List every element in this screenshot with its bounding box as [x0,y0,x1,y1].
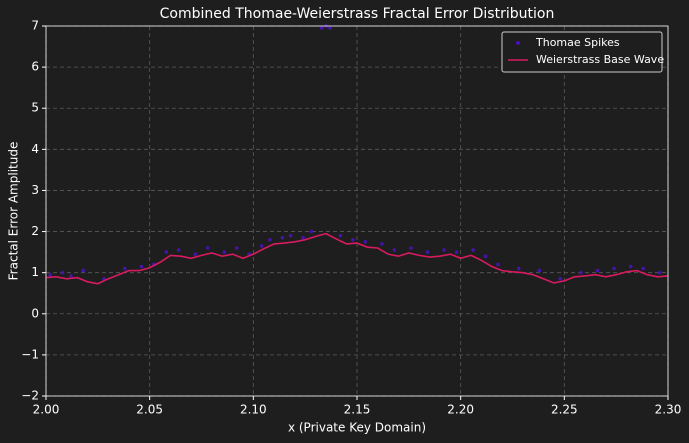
legend-box [501,31,663,73]
scatter-point [595,268,600,273]
scatter-point [351,237,355,242]
y-tick-label: 3 [31,183,39,197]
scatter-point [234,246,239,250]
scatter-point [69,274,73,278]
scatter-point [579,270,583,275]
scatter-point [268,237,272,242]
scatter-point [48,272,52,277]
scatter-point [628,264,633,269]
scatter-point [193,252,198,256]
scatter-point [537,268,542,273]
scatter-point [641,266,645,271]
scatter-point [301,235,305,240]
y-axis-label: Fractal Error Amplitude [7,142,21,281]
legend-label: Weierstrass Base Wave [536,53,664,66]
scatter-point [483,254,488,259]
scatter-point [496,262,500,267]
scatter-point [139,264,144,269]
scatter-point [328,26,332,30]
legend-marker [516,41,520,45]
scatter-point [176,248,181,252]
y-tick-label: 1 [31,265,39,279]
scatter-point [612,266,616,271]
chart-title: Combined Thomae-Weierstrass Fractal Erro… [160,6,555,22]
scatter-point [309,229,314,234]
scatter-point [657,270,662,275]
scatter-point [558,277,562,281]
scatter-point [222,250,227,254]
scatter-point [122,266,127,271]
x-tick-label: 2.25 [551,403,578,417]
scatter-point [516,266,521,271]
line [45,232,669,285]
scatter-point [288,233,293,238]
scatter-point [280,235,285,240]
plot-frame [45,25,669,397]
y-tick-label: −1 [21,347,39,361]
y-tick-label: 0 [31,306,39,320]
y-tick-label: 5 [31,101,39,115]
x-tick-label: 2.00 [33,403,60,417]
x-tick-label: 2.30 [655,403,682,417]
x-tick-label: 2.10 [240,403,267,417]
y-tick-label: 7 [31,19,39,33]
scatter-point [363,240,368,244]
scatter-point [259,244,264,248]
scatter-point [319,26,324,30]
scatter-point [380,242,384,246]
scatter-point [425,250,430,254]
scatter-point [471,248,475,252]
scatter-point [60,270,65,275]
scatter-point [205,246,210,250]
y-tick-label: 6 [31,60,39,74]
scatter-point [338,233,343,238]
y-tick-label: 2 [31,224,39,238]
scatter-point [392,248,397,252]
x-tick-label: 2.20 [447,403,474,417]
scatter-point [409,246,413,250]
x-tick-label: 2.15 [344,403,371,417]
legend-label: Thomae Spikes [535,36,620,49]
scatter-point [81,268,86,273]
scatter-point [454,250,459,254]
x-tick-label: 2.05 [136,403,163,417]
x-axis-label: x (Private Key Domain) [288,421,426,435]
scatter-point [442,248,446,252]
scatter-point [164,250,169,254]
y-tick-label: −2 [21,389,39,403]
y-tick-label: 4 [31,142,39,156]
